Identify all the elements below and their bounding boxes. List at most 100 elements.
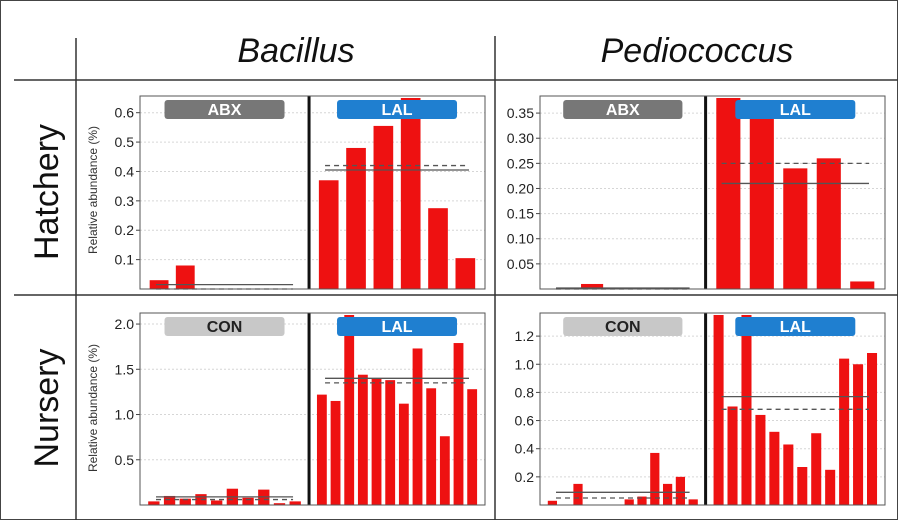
right-badge — [337, 100, 458, 119]
plot-frame-outline — [139, 95, 486, 290]
plot-frame-outline — [139, 312, 486, 506]
left-bar — [650, 452, 660, 505]
y-tick-label: 0.2 — [115, 222, 135, 238]
left-bar — [547, 500, 558, 505]
plot-frame-outline — [539, 95, 886, 290]
y-tick-label: 1.5 — [115, 361, 135, 377]
y-tick-label: 0.8 — [515, 384, 535, 400]
right-badge — [735, 100, 856, 119]
left-bar — [581, 283, 604, 289]
plot-frame-outline — [539, 312, 886, 506]
right-bar — [797, 467, 808, 505]
right-bar — [825, 469, 836, 505]
left-badge — [563, 100, 683, 119]
right-bar — [455, 258, 476, 289]
panel-0: 0.1 0.2 0.3 0.4 0.5 0.6 ABX LAL — [115, 95, 486, 290]
panel-2: 0.5 1.0 1.5 2.0 CON LAL — [115, 312, 486, 506]
right-bar — [783, 444, 794, 505]
right-bar — [400, 98, 421, 289]
y-tick-label: 0.15 — [507, 206, 534, 222]
y-tick-label: 0.4 — [115, 163, 135, 179]
panels: 0.10.20.30.40.50.6 ABX LAL0.050.100.150.20… — [115, 95, 886, 506]
right-bar — [467, 389, 478, 505]
right-bar — [439, 436, 450, 505]
plot-frame — [139, 95, 486, 290]
y-tick-label: 2.0 — [115, 316, 135, 332]
left-bar — [573, 483, 583, 505]
left-badge — [563, 317, 683, 336]
right-badge-label: LAL — [381, 319, 412, 336]
right-bar — [716, 98, 741, 289]
panel-3: 0.2 0.4 0.6 0.8 1.0 1.2 CON LAL — [515, 312, 886, 506]
right-bar — [811, 433, 822, 505]
right-badge-label: LAL — [780, 102, 811, 119]
right-bar — [850, 281, 875, 289]
y-tick-label: 0.2 — [515, 469, 535, 485]
right-bar — [713, 315, 724, 505]
right-badge — [337, 317, 458, 336]
right-bar — [755, 414, 766, 505]
y-tick-label: 0.4 — [515, 441, 535, 457]
right-bar — [357, 374, 368, 505]
right-bar — [783, 168, 808, 289]
left-bar — [211, 500, 223, 505]
right-bar — [749, 113, 774, 289]
right-bar — [385, 380, 396, 505]
left-badge — [164, 317, 285, 336]
y-tick-label: 0.5 — [115, 452, 135, 468]
left-bar — [175, 265, 195, 289]
y-tick-label: 1.0 — [515, 356, 535, 372]
right-bar — [330, 400, 341, 505]
y-tick-label: 0.20 — [507, 180, 534, 196]
left-bar — [163, 495, 176, 505]
left-bar — [624, 499, 634, 505]
left-badge-label: CON — [605, 319, 641, 336]
left-bar — [637, 496, 647, 505]
right-bar — [344, 315, 355, 505]
right-bar — [769, 431, 780, 505]
col-title-pediococcus: Pediococcus — [601, 32, 794, 70]
ylabel-hatchery: Relative abundance (%) — [86, 126, 100, 254]
right-bar — [316, 394, 327, 505]
y-tick-label: 0.05 — [507, 256, 534, 272]
right-bar — [839, 358, 850, 505]
left-bar — [148, 501, 160, 505]
y-tick-label: 0.10 — [507, 231, 534, 247]
y-tick-label: 1.2 — [515, 328, 535, 344]
right-bar — [398, 403, 409, 505]
right-bar — [816, 158, 841, 289]
right-bar — [428, 208, 448, 289]
left-bar — [688, 499, 698, 505]
left-badge-label: ABX — [606, 102, 640, 119]
right-bar — [741, 315, 752, 505]
y-tick-label: 0.3 — [115, 193, 135, 209]
y-tick-label: 1.0 — [115, 407, 135, 423]
left-bar — [675, 476, 686, 505]
right-badge-label: LAL — [780, 319, 811, 336]
y-tick-label: 0.25 — [507, 155, 534, 171]
y-tick-label: 0.6 — [115, 105, 135, 121]
left-bar — [195, 494, 207, 505]
left-badge — [164, 100, 285, 119]
left-badge-label: CON — [207, 319, 243, 336]
col-title-bacillus: Bacillus — [237, 32, 354, 70]
y-tick-label: 0.1 — [115, 252, 135, 268]
y-tick-label: 0.30 — [507, 130, 534, 146]
ylabel-nursery: Relative abundance (%) — [86, 344, 100, 472]
right-bar — [318, 180, 339, 289]
y-tick-label: 0.6 — [515, 413, 535, 429]
panel-1: 0.05 0.10 0.15 0.20 0.25 0.30 0.35 ABX LAL — [507, 95, 886, 290]
right-bar — [346, 147, 366, 289]
row-title-hatchery: Hatchery — [28, 124, 66, 260]
right-bar — [453, 343, 464, 505]
y-tick-label: 0.35 — [507, 105, 534, 121]
left-bar — [273, 503, 286, 505]
y-tick-label: 0.5 — [115, 134, 135, 150]
right-bar — [426, 388, 437, 505]
right-bar — [412, 348, 423, 505]
row-title-nursery: Nursery — [28, 348, 66, 467]
left-bar — [242, 497, 254, 505]
right-bar — [727, 406, 738, 505]
left-bar — [179, 498, 191, 505]
